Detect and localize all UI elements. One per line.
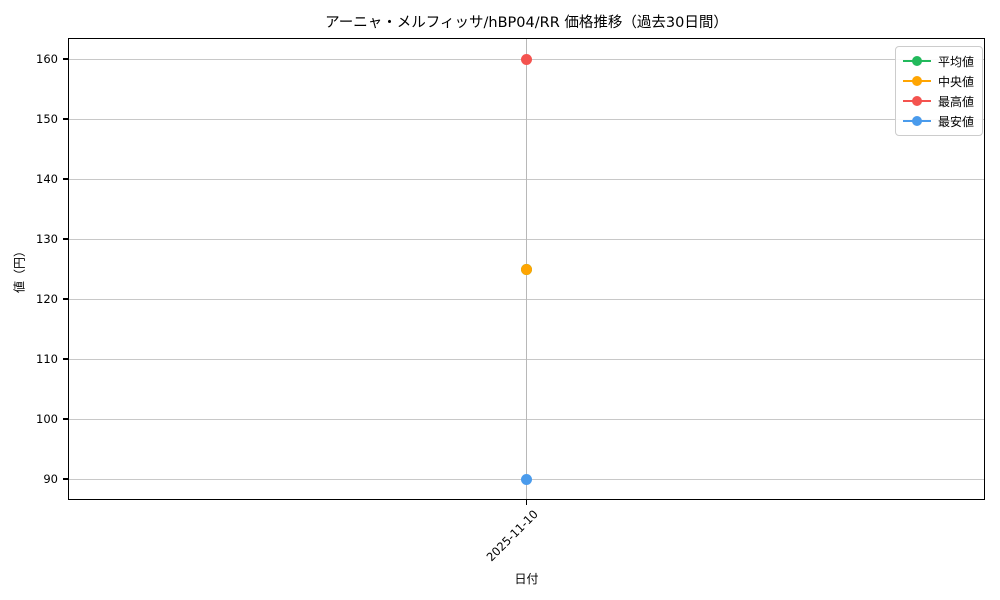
legend-dot-max [911, 96, 922, 106]
y-tick-label: 90 [43, 472, 58, 486]
x-tick-label: 2025-11-10 [483, 507, 541, 565]
data-point-max [521, 53, 532, 65]
legend-item-min: 最安値 [902, 111, 974, 131]
y-tick-label: 160 [36, 52, 58, 66]
y-tick-mark [63, 178, 68, 180]
x-axis-label: 日付 [514, 572, 539, 586]
legend-label-median: 中央値 [937, 74, 974, 89]
legend-label-min: 最安値 [937, 114, 974, 129]
legend-item-average: 平均値 [902, 51, 974, 71]
legend-dot-median [911, 76, 922, 86]
legend-marker-min [902, 116, 931, 127]
legend-item-max: 最高値 [902, 91, 974, 111]
legend-dot-average [911, 56, 922, 66]
y-tick-mark [63, 238, 68, 240]
y-tick-label: 130 [36, 232, 58, 246]
legend-item-median: 中央値 [902, 71, 974, 91]
legend-dot-min [911, 116, 922, 126]
legend: 平均値中央値最高値最安値 [894, 46, 983, 136]
y-tick-mark [63, 298, 68, 300]
y-tick-mark [63, 478, 68, 480]
y-tick-label: 110 [36, 352, 58, 366]
y-tick-mark [63, 358, 68, 360]
data-point-min [521, 473, 532, 485]
chart-title: アーニャ・メルフィッサ/hBP04/RR 価格推移（過去30日間） [325, 15, 728, 31]
y-tick-mark [63, 58, 68, 60]
legend-label-average: 平均値 [937, 54, 974, 69]
legend-marker-max [902, 96, 931, 107]
legend-marker-median [902, 76, 931, 87]
y-tick-label: 100 [36, 412, 58, 426]
data-point-median [521, 263, 532, 275]
x-tick-mark [525, 500, 528, 505]
y-tick-mark [63, 118, 68, 120]
legend-label-max: 最高値 [937, 94, 974, 109]
y-axis-label: 値（円） [12, 244, 27, 294]
legend-marker-average [902, 56, 931, 67]
y-tick-label: 120 [36, 292, 58, 306]
y-tick-mark [63, 418, 68, 420]
y-tick-label: 150 [36, 112, 58, 126]
y-tick-label: 140 [36, 172, 58, 186]
